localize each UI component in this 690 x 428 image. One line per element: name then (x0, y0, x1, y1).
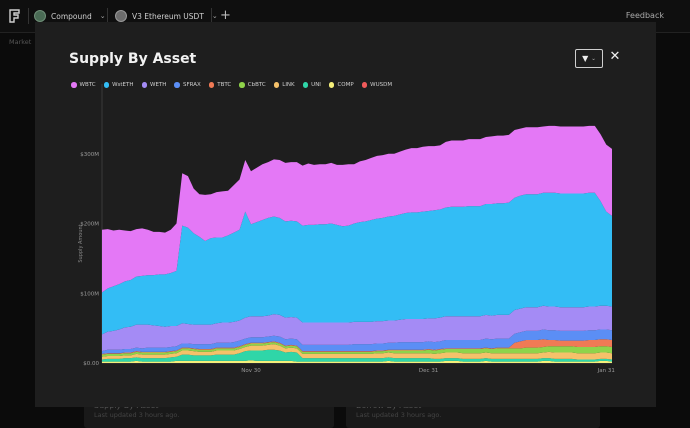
card-subtitle: Last updated 3 hours ago. (94, 411, 180, 419)
legend-dot (273, 82, 280, 88)
ethereum-coin-icon (115, 10, 127, 22)
legend-label: WstETH (112, 82, 134, 88)
subnav-label[interactable]: Market (9, 38, 32, 46)
x-tick-label: Jan 31 (597, 368, 615, 374)
chart-modal: Supply By Asset ▼ ⌄ ✕ WBTC WstETH WETH SF… (35, 22, 656, 407)
divider (211, 8, 212, 24)
legend-dot (141, 82, 148, 88)
legend-dot (71, 82, 77, 88)
area-series-link[interactable] (102, 344, 612, 360)
y-axis-label: Supply Amount (78, 224, 84, 262)
legend-dot (174, 82, 180, 88)
card-subtitle: Last updated 3 hours ago. (356, 411, 442, 419)
market-selector[interactable]: V3 Ethereum USDT ⌄ (115, 8, 218, 24)
area-series-tbtc[interactable] (102, 339, 612, 355)
area-series-wbtc[interactable] (102, 125, 612, 293)
app-selector[interactable]: Compound ⌄ (34, 8, 106, 24)
x-tick-label: Nov 30 (241, 368, 261, 374)
app-selector-label: Compound (51, 11, 92, 21)
chevron-down-icon: ⌄ (211, 12, 218, 20)
legend-dot (302, 82, 309, 88)
legend-item[interactable]: WUSDM (361, 82, 393, 88)
legend-item[interactable]: WETH (141, 82, 167, 88)
legend-item[interactable]: COMP (328, 82, 354, 88)
close-icon[interactable]: ✕ (609, 49, 621, 64)
area-series-weth[interactable] (102, 305, 612, 352)
legend-label: WETH (150, 82, 167, 88)
y-tick-label: $100M (80, 291, 99, 297)
area-series-sfrax[interactable] (102, 329, 612, 354)
y-tick-label: $200M (80, 222, 99, 228)
legend-item[interactable]: WBTC (71, 82, 96, 88)
y-tick-label: $300M (80, 152, 99, 158)
x-tick-label: Dec 31 (419, 368, 438, 374)
divider (28, 8, 29, 24)
legend-item[interactable]: SFRAX (174, 82, 201, 88)
filter-button[interactable]: ▼ ⌄ (575, 49, 603, 68)
legend-dot (103, 82, 110, 88)
legend-item[interactable]: LINK (273, 82, 295, 88)
legend-label: CbBTC (247, 82, 266, 88)
modal-title: Supply By Asset (69, 51, 197, 67)
add-icon[interactable]: + (220, 8, 231, 23)
market-selector-label: V3 Ethereum USDT (132, 11, 204, 21)
legend-item[interactable]: UNI (302, 82, 321, 88)
app-logo-icon[interactable] (8, 9, 22, 23)
chevron-down-icon: ⌄ (591, 55, 596, 62)
legend-dot (239, 82, 245, 88)
divider (107, 8, 108, 24)
legend-label: LINK (282, 82, 295, 88)
legend-label: WBTC (79, 82, 96, 88)
chevron-down-icon: ⌄ (99, 12, 106, 20)
area-series-wsteth[interactable] (102, 192, 612, 335)
legend-label: WUSDM (370, 82, 393, 88)
legend-label: UNI (311, 82, 321, 88)
legend-label: COMP (337, 82, 354, 88)
feedback-link[interactable]: Feedback (625, 11, 664, 20)
legend-dot (361, 82, 368, 88)
legend-item[interactable]: WstETH (103, 82, 134, 88)
y-tick-label: $0.00 (83, 361, 99, 367)
filter-icon: ▼ (582, 54, 589, 63)
legend-label: SFRAX (182, 82, 201, 88)
legend-dot (208, 82, 215, 88)
chart-legend: WBTC WstETH WETH SFRAX TBTC CbBTC LINK U… (71, 82, 400, 88)
compound-coin-icon (34, 10, 46, 22)
area-series-uni[interactable] (102, 349, 612, 362)
area-series-cbbtc[interactable] (102, 342, 612, 357)
legend-label: TBTC (217, 82, 232, 88)
legend-item[interactable]: CbBTC (239, 82, 266, 88)
legend-dot (328, 82, 335, 88)
legend-item[interactable]: TBTC (208, 82, 232, 88)
